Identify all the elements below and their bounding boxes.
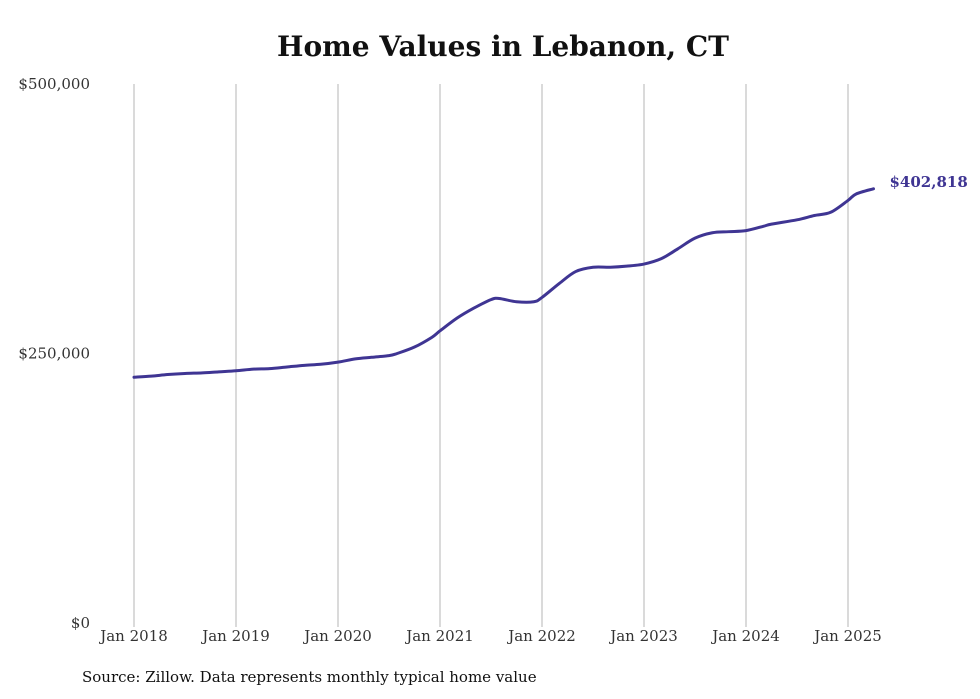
annotation-layer: $402,818 <box>890 173 968 191</box>
y-tick-label: $500,000 <box>18 75 90 93</box>
grid-lines <box>133 84 849 627</box>
y-axis-ticks: $0 $250,000 $500,000 <box>18 75 90 632</box>
x-tick-label: Jan 2021 <box>404 627 474 645</box>
series-line <box>132 187 875 379</box>
y-tick-label: $250,000 <box>18 345 90 363</box>
x-tick-label: Jan 2025 <box>812 627 882 645</box>
x-tick-label: Jan 2018 <box>98 627 168 645</box>
series-layer <box>132 187 875 379</box>
x-axis-ticks: Jan 2018 Jan 2019 Jan 2020 Jan 2021 Jan 2022… <box>98 627 882 645</box>
x-tick-label: Jan 2022 <box>506 627 576 645</box>
x-tick-label: Jan 2020 <box>302 627 372 645</box>
y-tick-label: $0 <box>71 614 90 632</box>
x-tick-label: Jan 2019 <box>200 627 270 645</box>
source-note: Source: Zillow. Data represents monthly … <box>82 668 537 686</box>
x-tick-label: Jan 2024 <box>710 627 780 645</box>
end-value-label: $402,818 <box>890 173 968 191</box>
x-tick-label: Jan 2023 <box>608 627 678 645</box>
chart-title: Home Values in Lebanon, CT <box>277 30 729 63</box>
